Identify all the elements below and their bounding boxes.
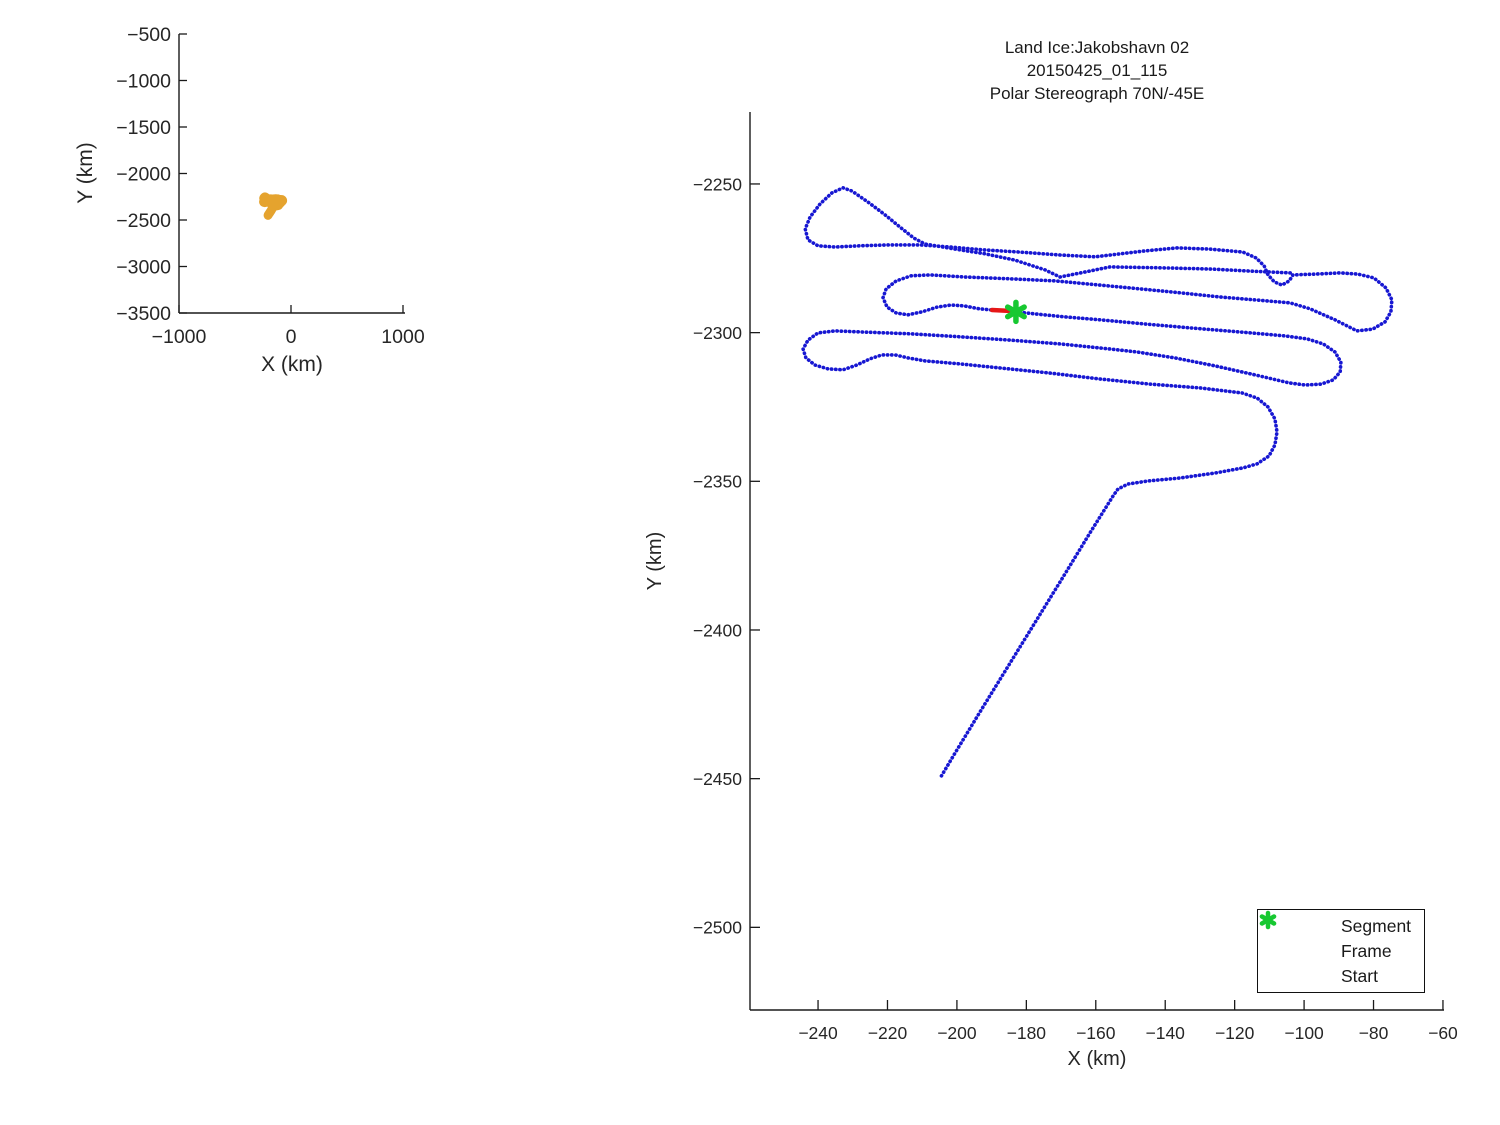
- overview-ytick-label: −500: [127, 24, 171, 46]
- main-xtick-label: −80: [1359, 1023, 1389, 1043]
- main-xtick-label: −60: [1428, 1023, 1458, 1043]
- start-star-glyph: [1259, 914, 1277, 926]
- main-xtick-label: −160: [1076, 1023, 1116, 1043]
- start-marker: [1004, 304, 1027, 320]
- legend: Segment Frame Start: [1257, 909, 1425, 993]
- overview-xtick-label: −1000: [152, 326, 207, 348]
- overview-y-axis-label: Y (km): [74, 142, 97, 204]
- figure-title-line3: Polar Stereograph 70N/-45E: [989, 84, 1205, 103]
- main-ytick-label: −2350: [693, 472, 742, 492]
- overview-ytick-label: −1500: [116, 117, 171, 139]
- main-ytick-label: −2300: [693, 323, 742, 343]
- legend-label-frame: Frame: [1341, 941, 1392, 961]
- overview-xtick-label: 0: [286, 326, 297, 348]
- main-xtick-label: −220: [868, 1023, 908, 1043]
- start-legend-marker: [1259, 910, 1277, 930]
- overview-ytick-label: −3000: [116, 257, 171, 279]
- legend-item-frame: Frame: [1258, 917, 1424, 964]
- legend-label-segment: Segment: [1341, 916, 1412, 936]
- main-x-axis-label: X (km): [1067, 1048, 1127, 1070]
- main-ytick-label: −2450: [693, 769, 742, 789]
- main-ytick-label: −2500: [693, 918, 742, 938]
- main-xtick-label: −100: [1284, 1023, 1324, 1043]
- legend-item-segment: Segment: [1258, 914, 1424, 939]
- frame-marker: [989, 307, 1012, 314]
- main-xtick-label: −120: [1215, 1023, 1255, 1043]
- main-ytick-label: −2250: [693, 174, 742, 194]
- main-xtick-label: −200: [937, 1023, 977, 1043]
- overview-ytick-label: −1000: [116, 71, 171, 93]
- segment-track-dots: [801, 186, 1394, 780]
- overview-track: [259, 192, 288, 220]
- main-xtick-label: −240: [798, 1023, 838, 1043]
- legend-item-start: Start: [1258, 910, 1424, 989]
- main-ytick-label: −2400: [693, 620, 742, 640]
- main-xtick-label: −140: [1146, 1023, 1186, 1043]
- legend-label-start: Start: [1341, 966, 1378, 986]
- figure-title-line2: 20150425_01_115: [1026, 61, 1168, 80]
- overview-ytick-label: −2500: [116, 210, 171, 232]
- main-xtick-label: −180: [1007, 1023, 1047, 1043]
- overview-x-axis-label: X (km): [261, 353, 323, 376]
- main-y-axis-label: Y (km): [644, 531, 666, 591]
- figure-title-line1: Land Ice:Jakobshavn 02: [1004, 38, 1190, 57]
- overview-ytick-label: −2000: [116, 164, 171, 186]
- overview-ytick-label: −3500: [116, 303, 171, 325]
- overview-xtick-label: 1000: [381, 326, 425, 348]
